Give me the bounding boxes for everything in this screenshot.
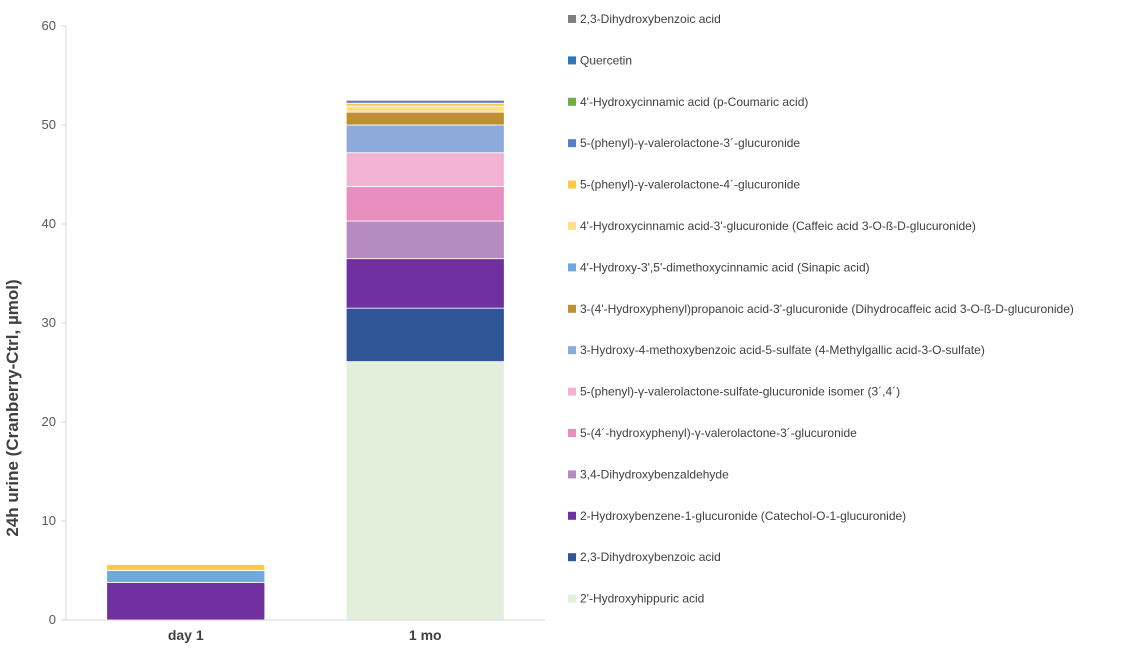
legend-item: 5-(phenyl)-γ-valerolactone-3´-glucuronid… [568,136,800,150]
y-tick-label: 20 [42,414,56,429]
legend-label: 5-(phenyl)-γ-valerolactone-3´-glucuronid… [580,136,800,150]
legend-item: 2,3-Dihydroxybenzoic acid [568,550,721,564]
bar-segment [106,581,266,621]
legend-item: 5-(phenyl)-γ-valerolactone-sulfate-glucu… [568,385,900,399]
bar-segment [345,258,505,309]
bar-segment [345,307,505,363]
y-tick-label: 0 [49,612,56,627]
y-axis: 0 10 20 30 40 50 60 [42,18,67,627]
legend-swatch [568,346,576,355]
bars [106,99,505,621]
legend-item: 2-Hydroxybenzene-1-glucuronide (Catechol… [568,509,906,523]
bar-segment [345,124,505,154]
x-axis: day 1 1 mo [66,619,545,643]
legend-label: 3-(4'-Hydroxyphenyl)propanoic acid-3'-gl… [580,302,1074,316]
legend-item: 4'-Hydroxycinnamic acid (p-Coumaric acid… [568,95,808,109]
bar-segment [106,564,266,571]
legend-item: 5-(phenyl)-γ-valerolactone-4´-glucuronid… [568,178,800,192]
y-axis-title: 24h urine (Cranberry-Ctrl, µmol) [3,279,22,536]
legend-item: 2,3-Dihydroxybenzoic acid [568,12,721,26]
bar-segment [345,361,505,621]
bar-segment [345,152,505,187]
legend-swatch [568,15,576,23]
bar-segment [345,220,505,260]
legend-item: 3,4-Dihydroxybenzaldehyde [568,467,729,481]
y-tick-label: 10 [42,513,56,528]
bar-segment [345,111,505,126]
legend: 2,3-Dihydroxybenzoic acid Quercetin 4'-Hyd… [568,12,1074,606]
legend-swatch [568,180,576,189]
legend-label: 5-(phenyl)-γ-valerolactone-4´-glucuronid… [580,178,800,192]
legend-item: 5-(4´-hydroxyphenyl)-γ-valerolactone-3´-… [568,426,857,440]
legend-swatch [568,594,576,603]
legend-item: 4'-Hydroxy-3',5'-dimethoxycinnamic acid … [568,260,870,274]
legend-swatch [568,222,576,230]
y-tick-label: 40 [42,216,56,231]
legend-item: 2'-Hydroxyhippuric acid [568,592,704,606]
legend-label: 2,3-Dihydroxybenzoic acid [580,550,721,564]
bar-segment [345,185,505,222]
y-tick-label: 30 [42,315,56,330]
legend-label: 2-Hydroxybenzene-1-glucuronide (Catechol… [580,509,906,523]
x-tick-label: day 1 [168,627,204,643]
legend-swatch [568,139,576,148]
legend-label: 4'-Hydroxy-3',5'-dimethoxycinnamic acid … [580,260,870,274]
bar-segment [345,105,505,113]
legend-item: 3-Hydroxy-4-methoxybenzoic acid-5-sulfat… [568,343,985,357]
legend-item: Quercetin [568,53,632,67]
legend-label: 3-Hydroxy-4-methoxybenzoic acid-5-sulfat… [580,343,985,357]
legend-label: Quercetin [580,53,632,67]
legend-swatch [568,511,576,520]
legend-item: 3-(4'-Hydroxyphenyl)propanoic acid-3'-gl… [568,302,1074,316]
legend-swatch [568,263,576,272]
legend-swatch [568,97,576,106]
bar-segment [106,570,266,583]
legend-label: 5-(4´-hydroxyphenyl)-γ-valerolactone-3´-… [580,426,857,440]
legend-label: 3,4-Dihydroxybenzaldehyde [580,467,729,481]
legend-swatch [568,553,576,562]
legend-swatch [568,304,576,313]
legend-label: 4'-Hydroxycinnamic acid (p-Coumaric acid… [580,95,808,109]
legend-swatch [568,470,576,479]
bar-segment [345,99,505,104]
legend-label: 4'-Hydroxycinnamic acid-3'-glucuronide (… [580,219,976,233]
y-tick-label: 50 [42,117,56,132]
bar-segment [345,102,505,107]
x-tick-label: 1 mo [409,627,442,643]
legend-label: 2'-Hydroxyhippuric acid [580,592,704,606]
legend-swatch [568,429,576,437]
legend-label: 2,3-Dihydroxybenzoic acid [580,12,721,26]
y-tick-label: 60 [42,18,56,33]
legend-swatch [568,387,576,396]
legend-item: 4'-Hydroxycinnamic acid-3'-glucuronide (… [568,219,976,233]
legend-label: 5-(phenyl)-γ-valerolactone-sulfate-glucu… [580,385,900,399]
legend-swatch [568,56,576,65]
